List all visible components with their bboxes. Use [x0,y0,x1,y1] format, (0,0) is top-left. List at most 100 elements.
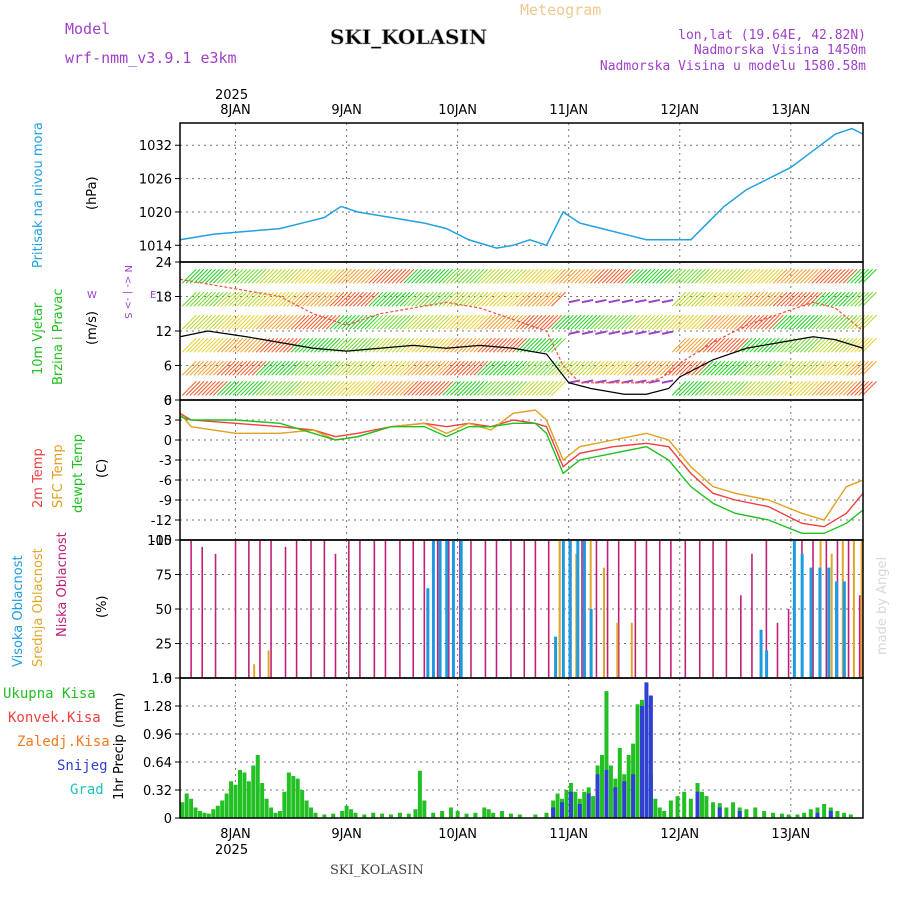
wind-barb [302,291,318,307]
wind-barb [504,314,520,330]
wind-barb [341,337,356,353]
wind-barb [617,268,632,284]
wind-barb [201,337,217,353]
wind-barb [539,337,555,353]
rain-bar [295,778,300,818]
wind-barb [310,360,325,376]
wind-barb [539,360,555,376]
wind-barb [694,268,710,284]
wind-barb [547,337,562,353]
wind-barb [236,314,251,330]
day-label-bottom: 9JAN [331,827,362,842]
wind-barb [457,360,473,376]
wind-barb [547,360,562,376]
wind-barb [846,360,862,376]
wind-barb [834,314,850,330]
wind-barb [726,314,741,330]
rain-bar [544,812,549,818]
wind-barb [566,314,582,330]
wind-barb [718,291,733,307]
wind-barb [391,314,407,330]
wind-barb [267,381,283,396]
wind-barb [718,314,733,330]
wind-barb [453,268,469,284]
wind-ylabel: (m/s) [85,311,100,345]
wind-barb [212,268,228,284]
wind-barb [718,268,733,284]
wind-barb [512,360,527,376]
wind-barb [838,314,854,330]
wind-barb [648,360,664,376]
wind-barb [279,314,294,330]
wind-barb [205,337,220,353]
wind-barb [745,314,761,330]
wind-barb [279,291,294,307]
wind-barb [232,314,248,330]
wind-barb [807,291,823,307]
wind-barb [718,360,733,376]
wind-barb [729,314,745,330]
wind-barb [446,381,461,396]
wind-barb [442,291,458,307]
wind-barb [597,360,613,376]
wind-barb [726,291,741,307]
wind-barb [527,337,543,353]
wind-barb [212,291,228,307]
wind-barb [337,360,353,376]
wind-barb [267,337,283,353]
wind-barb [807,337,823,353]
wind-barb [220,360,236,376]
wind-barb [321,360,337,376]
wind-barb [543,314,559,330]
wind-barb [784,337,800,353]
wind-barb [761,381,776,396]
wind-barb [671,381,687,396]
day-label-top: 9JAN [331,103,362,118]
rain-bar [835,811,840,818]
wind-barb [236,268,251,284]
wind-barb [834,337,850,353]
wind-barb [500,268,516,284]
wind-barb [290,314,306,330]
wind-barb [430,314,446,330]
wind-barb [485,360,500,376]
rain-bar [353,812,358,818]
wind-barb [407,314,423,330]
wind-barb [632,314,648,330]
wind-barb [488,381,504,396]
rain-bar [555,793,560,818]
wind-barb [819,337,835,353]
legend-item: Zaledj.Kisa [17,734,110,750]
wind-barb [811,268,827,284]
wind-barb [764,360,780,376]
wind-barb [438,360,454,376]
wind-barb [352,291,368,307]
wind-barb [294,381,310,396]
wind-barb [675,268,691,284]
wind-barb [333,291,349,307]
wind-barb [399,268,415,284]
y-tick-label: 0 [164,812,172,827]
wind-barb [236,381,251,396]
wind-barb [733,291,749,307]
wind-barb [535,360,551,376]
wind-barb [523,381,539,396]
year-label-bottom: 2025 [215,843,248,858]
y-tick-label: 0 [164,394,172,409]
wind-barb [702,360,718,376]
wind-barb [298,291,314,307]
wind-barb [819,360,835,376]
wind-barb [387,360,403,376]
wind-barb [640,268,656,284]
wind-barb [368,360,384,376]
wind-barb [788,314,803,330]
wind-barb [372,381,388,396]
wind-barb [652,314,667,330]
wind-barb [461,268,477,284]
wind-barb [387,314,403,330]
wind-barb [391,381,407,396]
wind-barb [434,381,450,396]
wind-barb [761,291,776,307]
wind-barb [267,268,283,284]
wind-barb [255,268,271,284]
